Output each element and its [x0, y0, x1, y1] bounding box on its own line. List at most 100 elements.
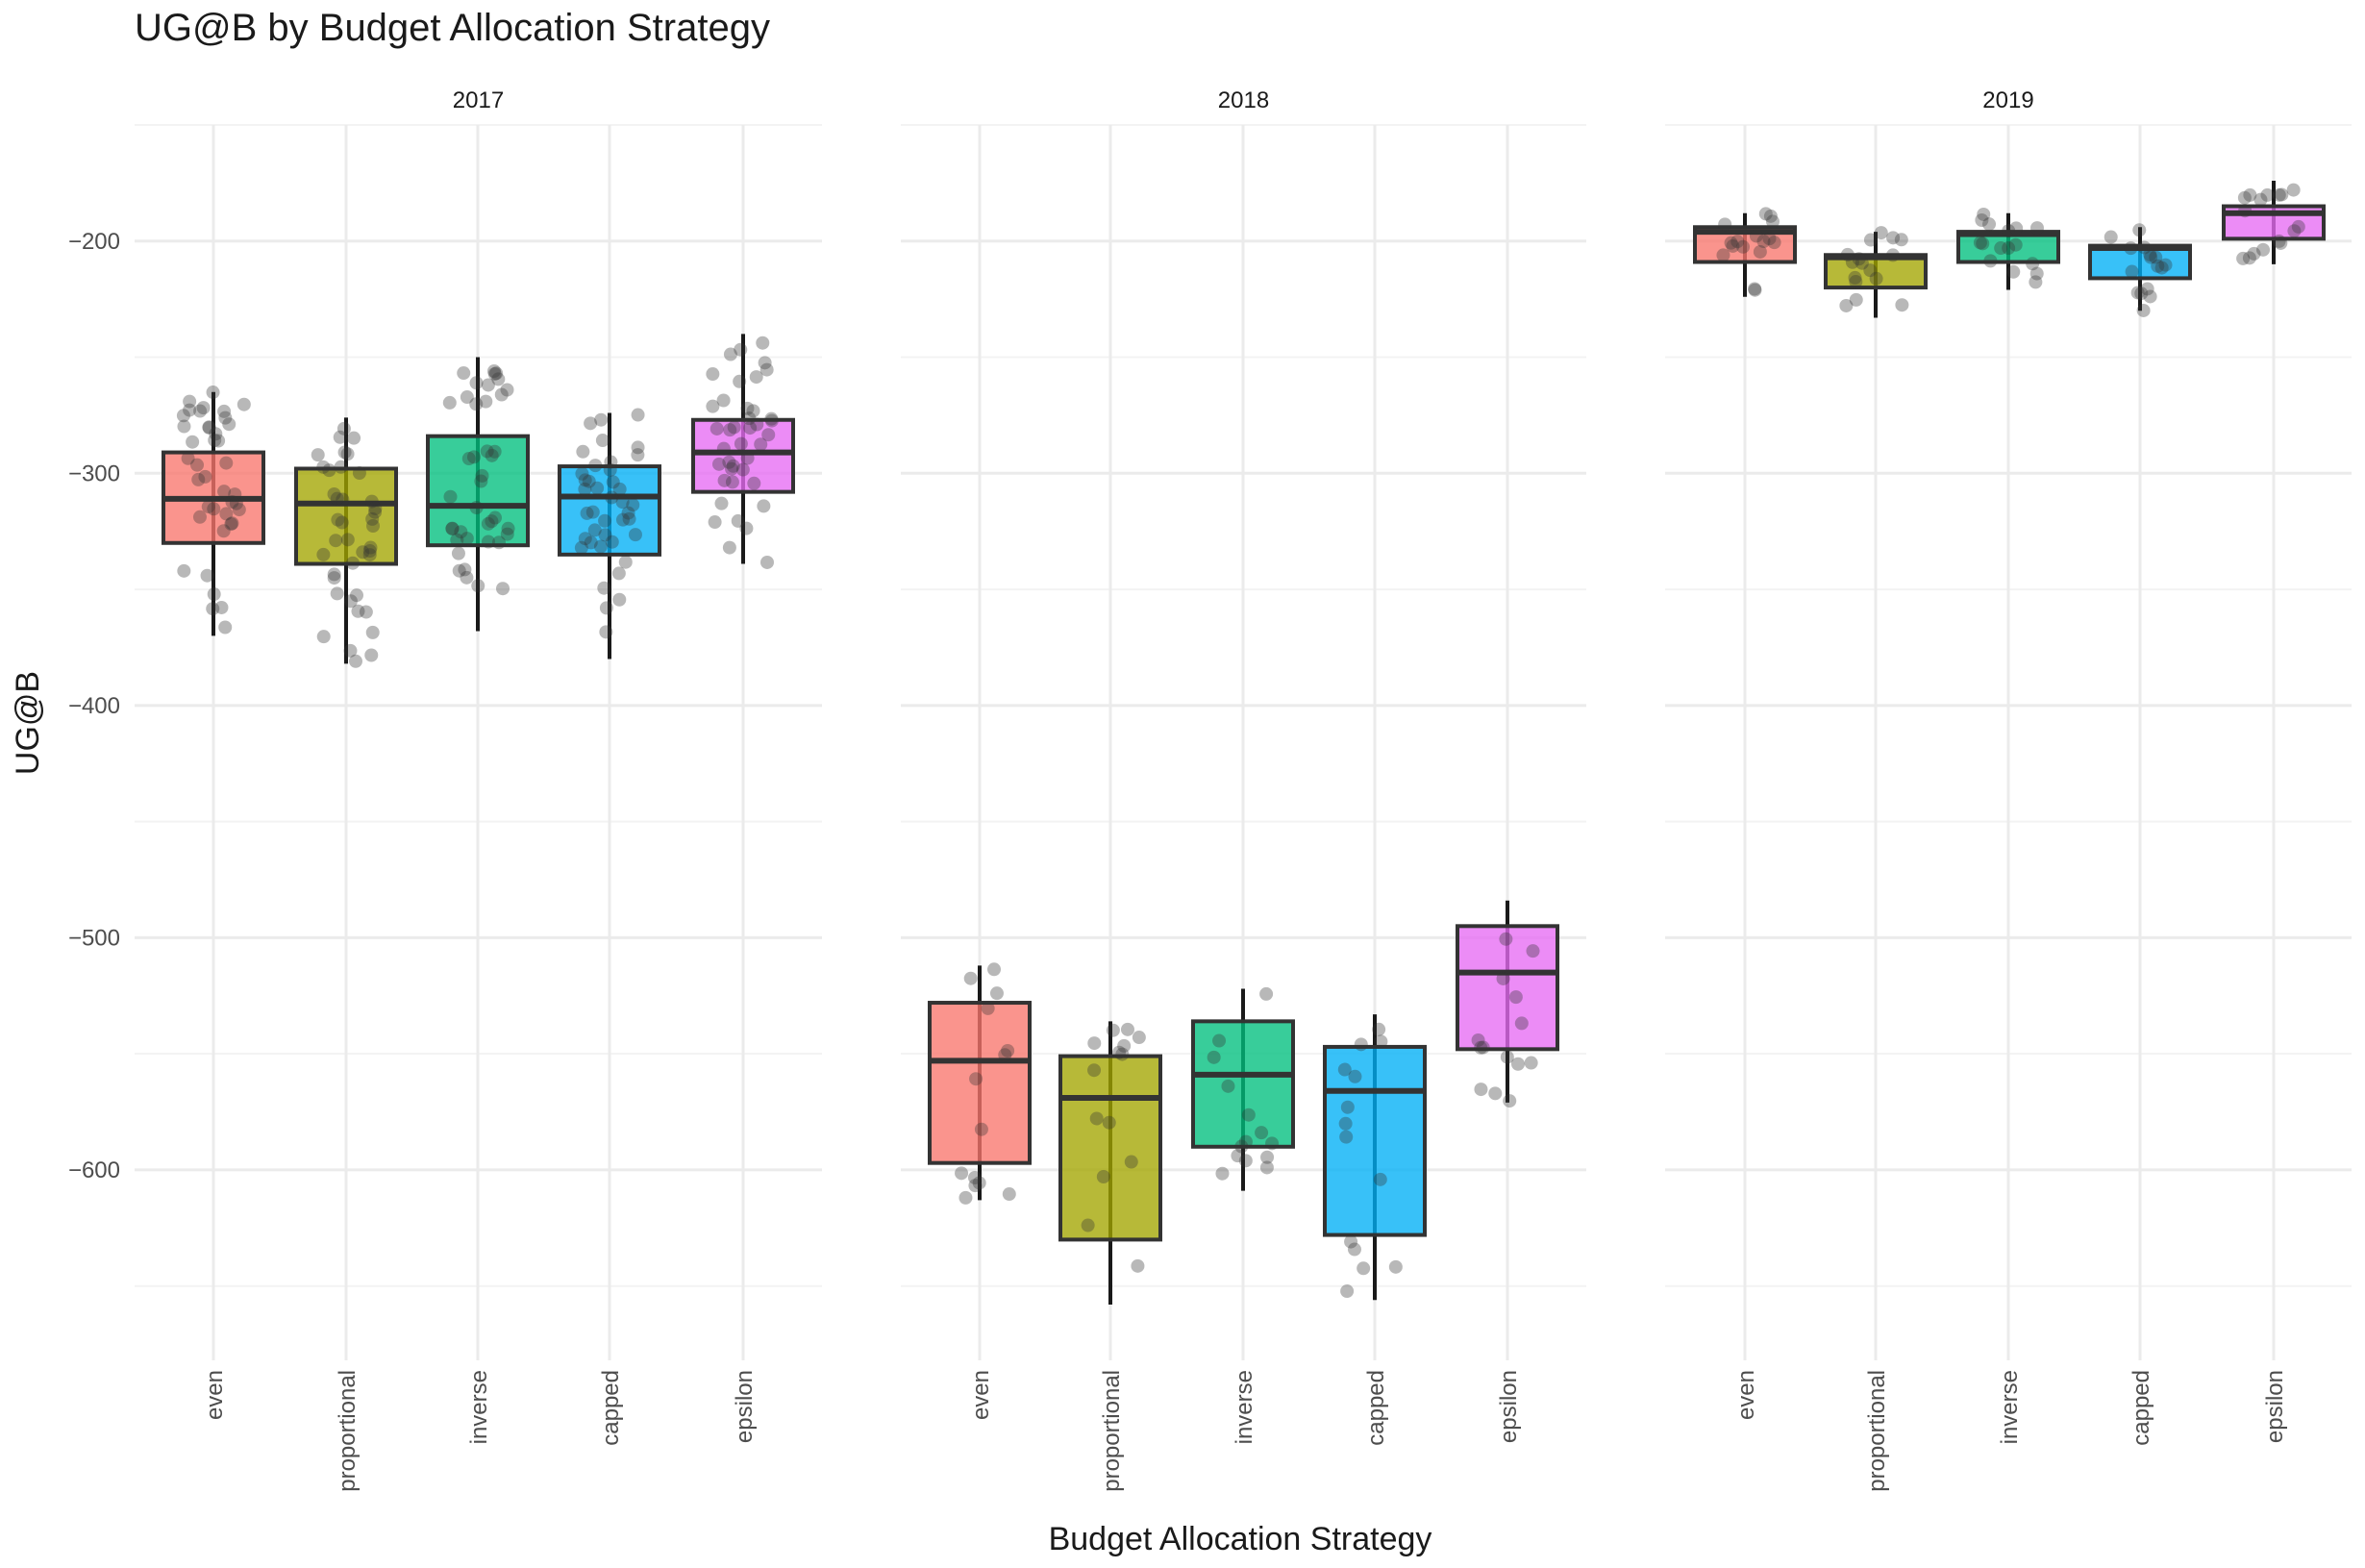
data-point — [1526, 944, 1540, 958]
data-point — [2238, 204, 2253, 218]
data-point — [474, 474, 488, 488]
data-point — [336, 421, 351, 436]
data-point — [214, 600, 229, 614]
data-point — [987, 962, 1002, 977]
data-point — [190, 458, 205, 472]
data-point — [445, 521, 460, 535]
data-point — [1117, 1038, 1132, 1053]
data-point — [1763, 209, 1778, 223]
data-point — [207, 587, 221, 602]
data-point — [1344, 1234, 1358, 1249]
data-point — [218, 411, 233, 425]
data-point — [461, 452, 476, 466]
data-point — [742, 411, 757, 426]
data-point — [1102, 1115, 1116, 1130]
boxes-layer — [162, 180, 2326, 1306]
x-axis: even proportional inverse capped epsilon even… — [202, 1370, 2288, 1492]
data-point — [322, 463, 336, 478]
data-point — [735, 462, 750, 477]
data-point — [2006, 264, 2021, 279]
data-point — [2029, 275, 2043, 289]
data-point — [1749, 229, 1763, 243]
data-point — [2287, 224, 2302, 238]
box-2018-epsilon — [1456, 924, 1559, 1052]
data-point — [500, 527, 514, 541]
data-point — [717, 473, 732, 487]
data-point — [209, 427, 223, 441]
data-point — [216, 524, 231, 538]
data-point — [491, 372, 506, 386]
data-point — [331, 512, 345, 527]
data-point — [368, 501, 383, 515]
data-point — [618, 555, 633, 569]
data-point — [725, 475, 739, 489]
data-point — [1730, 235, 1745, 249]
box-2017-proportional — [294, 466, 398, 566]
data-point — [501, 521, 515, 535]
data-point — [599, 625, 613, 639]
data-point — [2002, 241, 2016, 256]
data-point — [580, 506, 594, 520]
data-point — [631, 408, 645, 422]
data-point — [1348, 1069, 1362, 1083]
data-point — [201, 500, 215, 514]
data-point — [740, 401, 755, 415]
data-point — [218, 620, 233, 635]
data-point — [2291, 219, 2305, 234]
data-point — [327, 567, 341, 582]
data-point — [193, 404, 208, 418]
data-point — [362, 548, 377, 562]
data-point — [1524, 1056, 1538, 1070]
data-point — [2029, 221, 2044, 236]
data-point — [481, 516, 495, 531]
data-point — [500, 383, 514, 397]
data-point — [183, 394, 197, 409]
data-point — [2286, 183, 2301, 197]
data-point — [487, 444, 502, 459]
data-point — [1339, 1130, 1354, 1144]
facet-label-2019: 2019 — [1982, 87, 2033, 113]
data-point — [219, 456, 234, 470]
data-point — [2134, 286, 2149, 301]
data-point — [206, 602, 220, 616]
data-point — [475, 468, 489, 483]
x-tick-label-inverse: inverse — [1232, 1370, 1257, 1444]
data-point — [593, 539, 608, 554]
data-point — [746, 404, 760, 418]
data-point — [337, 445, 352, 460]
data-point — [2274, 236, 2288, 250]
data-point — [2149, 250, 2163, 264]
data-point — [202, 420, 216, 435]
data-point — [363, 540, 378, 555]
data-point — [605, 535, 619, 549]
data-point — [1885, 248, 1900, 262]
data-point — [311, 448, 325, 462]
data-point — [176, 409, 190, 423]
data-point — [2130, 286, 2145, 300]
data-point — [208, 433, 222, 447]
data-point — [365, 511, 380, 526]
data-point — [725, 461, 739, 476]
data-point — [747, 476, 761, 490]
box-2018-even — [928, 1001, 1032, 1165]
data-point — [450, 533, 464, 547]
data-point — [955, 1166, 969, 1181]
data-point — [2137, 240, 2152, 255]
data-point — [584, 535, 598, 550]
data-point — [2132, 223, 2147, 237]
data-point — [198, 469, 212, 484]
data-point — [764, 411, 779, 426]
data-point — [731, 513, 745, 528]
data-point — [2237, 190, 2252, 205]
data-point — [2125, 264, 2139, 279]
data-point — [451, 546, 465, 560]
data-point — [359, 605, 373, 619]
data-point — [1500, 1050, 1514, 1064]
data-point — [1855, 256, 1869, 270]
x-tick-label-proportional: proportional — [335, 1370, 361, 1492]
data-point — [759, 362, 774, 377]
data-point — [1508, 990, 1523, 1005]
data-point — [631, 440, 645, 455]
data-point — [1238, 1134, 1253, 1149]
data-point — [460, 532, 474, 546]
